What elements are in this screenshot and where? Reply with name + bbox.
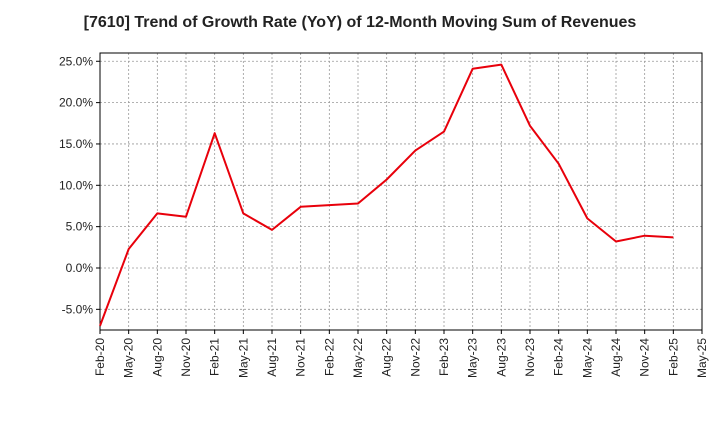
y-tick-label: 20.0% — [59, 96, 93, 110]
x-tick-label: Aug-20 — [150, 338, 164, 377]
x-tick-label: Nov-23 — [523, 338, 537, 377]
x-tick-label: Aug-23 — [494, 338, 508, 377]
y-tick-label: 0.0% — [66, 261, 94, 275]
chart-title: [7610] Trend of Growth Rate (YoY) of 12-… — [83, 14, 637, 31]
x-tick-label: May-22 — [351, 338, 365, 378]
y-tick-label: 15.0% — [59, 137, 93, 151]
y-tick-label: 25.0% — [59, 54, 93, 68]
x-tick-label: Feb-21 — [208, 338, 222, 376]
x-tick-label: Feb-22 — [322, 338, 336, 376]
y-tick-label: -5.0% — [62, 302, 94, 316]
x-tick-label: Feb-24 — [552, 338, 566, 376]
plot-frame — [99, 52, 703, 331]
x-tick-label: Nov-22 — [408, 338, 422, 377]
x-tick-label: Feb-20 — [93, 338, 107, 376]
x-tick-label: Nov-24 — [638, 338, 652, 377]
x-tick-label: Nov-21 — [294, 338, 308, 377]
x-tick-label: Feb-23 — [437, 338, 451, 376]
x-tick-label: Feb-25 — [666, 338, 680, 376]
y-tick-label: 10.0% — [59, 178, 93, 192]
x-tick-label: May-23 — [466, 338, 480, 378]
x-tick-label: May-25 — [695, 338, 709, 378]
x-tick-label: May-24 — [580, 338, 594, 378]
series-line — [99, 63, 674, 327]
x-tick-label: Aug-22 — [380, 338, 394, 377]
x-tick-label: Aug-21 — [265, 338, 279, 377]
x-tick-label: May-21 — [236, 338, 250, 378]
x-tick-label: Nov-20 — [179, 338, 193, 377]
x-tick-label: May-20 — [122, 338, 136, 378]
y-tick-label: 5.0% — [66, 220, 94, 234]
x-tick-label: Aug-24 — [609, 338, 623, 377]
